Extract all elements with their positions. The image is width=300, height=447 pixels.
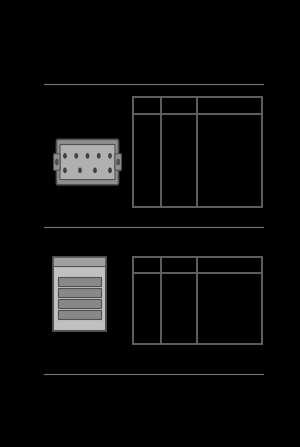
Ellipse shape bbox=[56, 159, 58, 165]
Bar bbox=[58, 299, 101, 308]
Ellipse shape bbox=[94, 168, 96, 173]
FancyBboxPatch shape bbox=[54, 154, 60, 170]
Bar bbox=[58, 288, 101, 297]
Ellipse shape bbox=[98, 154, 100, 158]
FancyBboxPatch shape bbox=[115, 154, 122, 170]
Bar bbox=[52, 257, 106, 331]
Ellipse shape bbox=[109, 154, 111, 158]
Bar bbox=[133, 97, 262, 207]
Bar bbox=[58, 277, 101, 286]
Bar bbox=[133, 257, 262, 345]
Bar bbox=[52, 257, 106, 266]
Bar bbox=[58, 310, 101, 319]
Ellipse shape bbox=[79, 168, 81, 173]
Ellipse shape bbox=[64, 168, 66, 173]
Ellipse shape bbox=[117, 159, 119, 165]
FancyBboxPatch shape bbox=[60, 144, 115, 180]
Ellipse shape bbox=[86, 154, 89, 158]
Ellipse shape bbox=[64, 154, 66, 158]
Ellipse shape bbox=[109, 168, 111, 173]
FancyBboxPatch shape bbox=[56, 139, 118, 185]
Ellipse shape bbox=[75, 154, 77, 158]
Bar bbox=[52, 257, 106, 331]
